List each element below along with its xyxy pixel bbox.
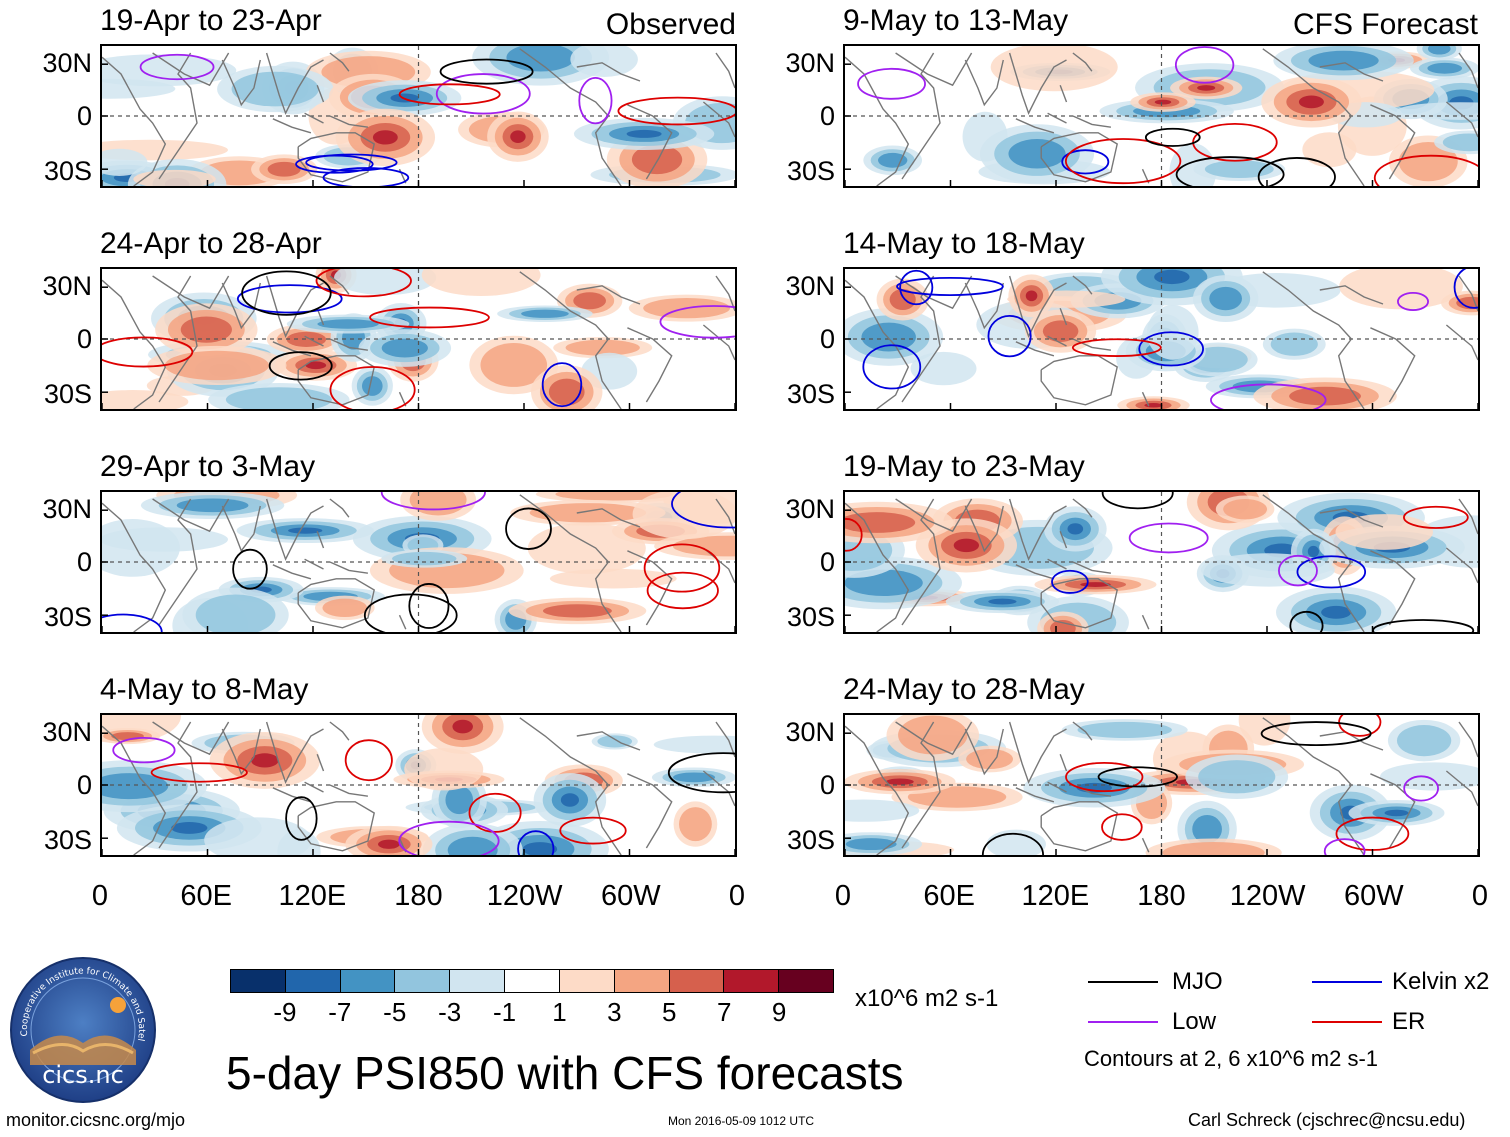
footer-timestamp: Mon 2016-05-09 1012 UTC bbox=[668, 1114, 815, 1128]
latitude-label: 30N bbox=[42, 47, 92, 78]
latitude-label: 30S bbox=[43, 601, 92, 632]
latitude-label: 30N bbox=[42, 493, 92, 524]
colorbar-swatch bbox=[505, 970, 560, 992]
colorbar-label: 1 bbox=[552, 997, 567, 1027]
colorbar-swatch bbox=[231, 970, 286, 992]
colorbar-label: -9 bbox=[273, 997, 297, 1027]
colorbar-label: -3 bbox=[438, 997, 462, 1027]
colorbar-label: 3 bbox=[607, 997, 622, 1027]
map-panel bbox=[843, 267, 1480, 411]
latitude-label: 30S bbox=[43, 824, 92, 855]
map-panel bbox=[100, 267, 737, 411]
colorbar-units: x10^6 m2 s-1 bbox=[855, 985, 999, 1012]
panel-title: 19-May to 23-May bbox=[843, 450, 1085, 483]
panel-title: 29-Apr to 3-May bbox=[100, 450, 316, 483]
colorbar bbox=[230, 969, 834, 993]
panel-title: 4-May to 8-May bbox=[100, 673, 309, 706]
legend-label-er: ER bbox=[1392, 1008, 1426, 1035]
latitude-label: 30N bbox=[785, 716, 835, 747]
longitude-label: 120E bbox=[1021, 880, 1090, 912]
colorbar-swatch bbox=[395, 970, 451, 992]
latitude-label: 30N bbox=[785, 47, 835, 78]
colorbar-label: -1 bbox=[492, 997, 517, 1027]
panel-title: 19-Apr to 23-Apr bbox=[100, 4, 322, 37]
main-title: 5-day PSI850 with CFS forecasts bbox=[226, 1047, 904, 1099]
column-header-observed: Observed bbox=[605, 8, 736, 41]
latitude-label: 0 bbox=[76, 547, 92, 577]
colorbar-swatch bbox=[285, 970, 341, 992]
latitude-label: 0 bbox=[819, 547, 835, 577]
legend-label-mjo: MJO bbox=[1172, 968, 1223, 995]
longitude-label: 0 bbox=[834, 880, 852, 912]
longitude-label: 180 bbox=[394, 880, 443, 912]
latitude-label: 0 bbox=[819, 770, 835, 800]
logo-name: cics.nc bbox=[42, 1061, 124, 1089]
longitude-label: 60E bbox=[923, 880, 975, 912]
map-panel bbox=[100, 713, 737, 857]
colorbar-swatch bbox=[669, 970, 725, 992]
latitude-label: 0 bbox=[819, 101, 835, 131]
latitude-label: 30S bbox=[786, 378, 835, 409]
colorbar-swatch bbox=[450, 970, 506, 992]
colorbar-label: 5 bbox=[662, 997, 677, 1027]
longitude-label: 0 bbox=[91, 880, 109, 912]
latitude-label: 30S bbox=[786, 155, 835, 186]
map-panel bbox=[100, 490, 737, 634]
longitude-label: 60W bbox=[1344, 880, 1404, 912]
legend-line-low bbox=[1088, 1021, 1158, 1023]
legend-line-mjo bbox=[1088, 981, 1158, 983]
cicsnc-logo: Cooperative Institute for Climate and Sa… bbox=[5, 948, 158, 1105]
latitude-label: 30S bbox=[43, 378, 92, 409]
longitude-label: 180 bbox=[1137, 880, 1186, 912]
colorbar-label: 9 bbox=[771, 997, 787, 1027]
footer-author: Carl Schreck (cjschrec@ncsu.edu) bbox=[1188, 1110, 1466, 1130]
panel-title: 24-May to 28-May bbox=[843, 673, 1085, 706]
colorbar-label: 7 bbox=[716, 997, 732, 1027]
longitude-label: 60W bbox=[601, 880, 661, 912]
legend-label-low: Low bbox=[1172, 1008, 1217, 1035]
longitude-label: 120W bbox=[486, 880, 563, 912]
map-panel bbox=[843, 713, 1480, 857]
latitude-label: 0 bbox=[76, 770, 92, 800]
latitude-label: 0 bbox=[76, 101, 92, 131]
legend-line-er bbox=[1312, 1021, 1382, 1023]
legend-label-kelvin: Kelvin x2 bbox=[1392, 968, 1490, 995]
longitude-label: 0 bbox=[728, 880, 746, 912]
footer-url: monitor.cicsnc.org/mjo bbox=[6, 1110, 186, 1130]
latitude-label: 30N bbox=[785, 270, 835, 301]
latitude-label: 30S bbox=[786, 824, 835, 855]
latitude-label: 30S bbox=[786, 601, 835, 632]
map-panel bbox=[843, 44, 1480, 188]
latitude-label: 30N bbox=[42, 270, 92, 301]
column-header-forecast: CFS Forecast bbox=[1292, 8, 1478, 41]
longitude-label: 60E bbox=[180, 880, 232, 912]
colorbar-swatch bbox=[724, 970, 780, 992]
panel-title: 9-May to 13-May bbox=[843, 4, 1069, 37]
longitude-label: 120W bbox=[1229, 880, 1306, 912]
colorbar-swatch bbox=[340, 970, 396, 992]
colorbar-swatch bbox=[559, 970, 615, 992]
legend-note: Contours at 2, 6 x10^6 m2 s-1 bbox=[1084, 1046, 1379, 1071]
latitude-label: 30N bbox=[785, 493, 835, 524]
map-panel bbox=[843, 490, 1480, 634]
latitude-label: 0 bbox=[819, 324, 835, 354]
latitude-label: 30S bbox=[43, 155, 92, 186]
latitude-label: 30N bbox=[42, 716, 92, 747]
longitude-label: 0 bbox=[1471, 880, 1489, 912]
longitude-label: 120E bbox=[278, 880, 347, 912]
legend-line-kelvin bbox=[1312, 981, 1382, 983]
panel-title: 14-May to 18-May bbox=[843, 227, 1085, 260]
colorbar-label: -5 bbox=[383, 997, 407, 1027]
colorbar-swatch bbox=[614, 970, 670, 992]
colorbar-label: -7 bbox=[328, 997, 352, 1027]
panel-title: 24-Apr to 28-Apr bbox=[100, 227, 322, 260]
colorbar-swatch bbox=[779, 970, 833, 992]
map-panel bbox=[100, 44, 737, 188]
latitude-label: 0 bbox=[76, 324, 92, 354]
